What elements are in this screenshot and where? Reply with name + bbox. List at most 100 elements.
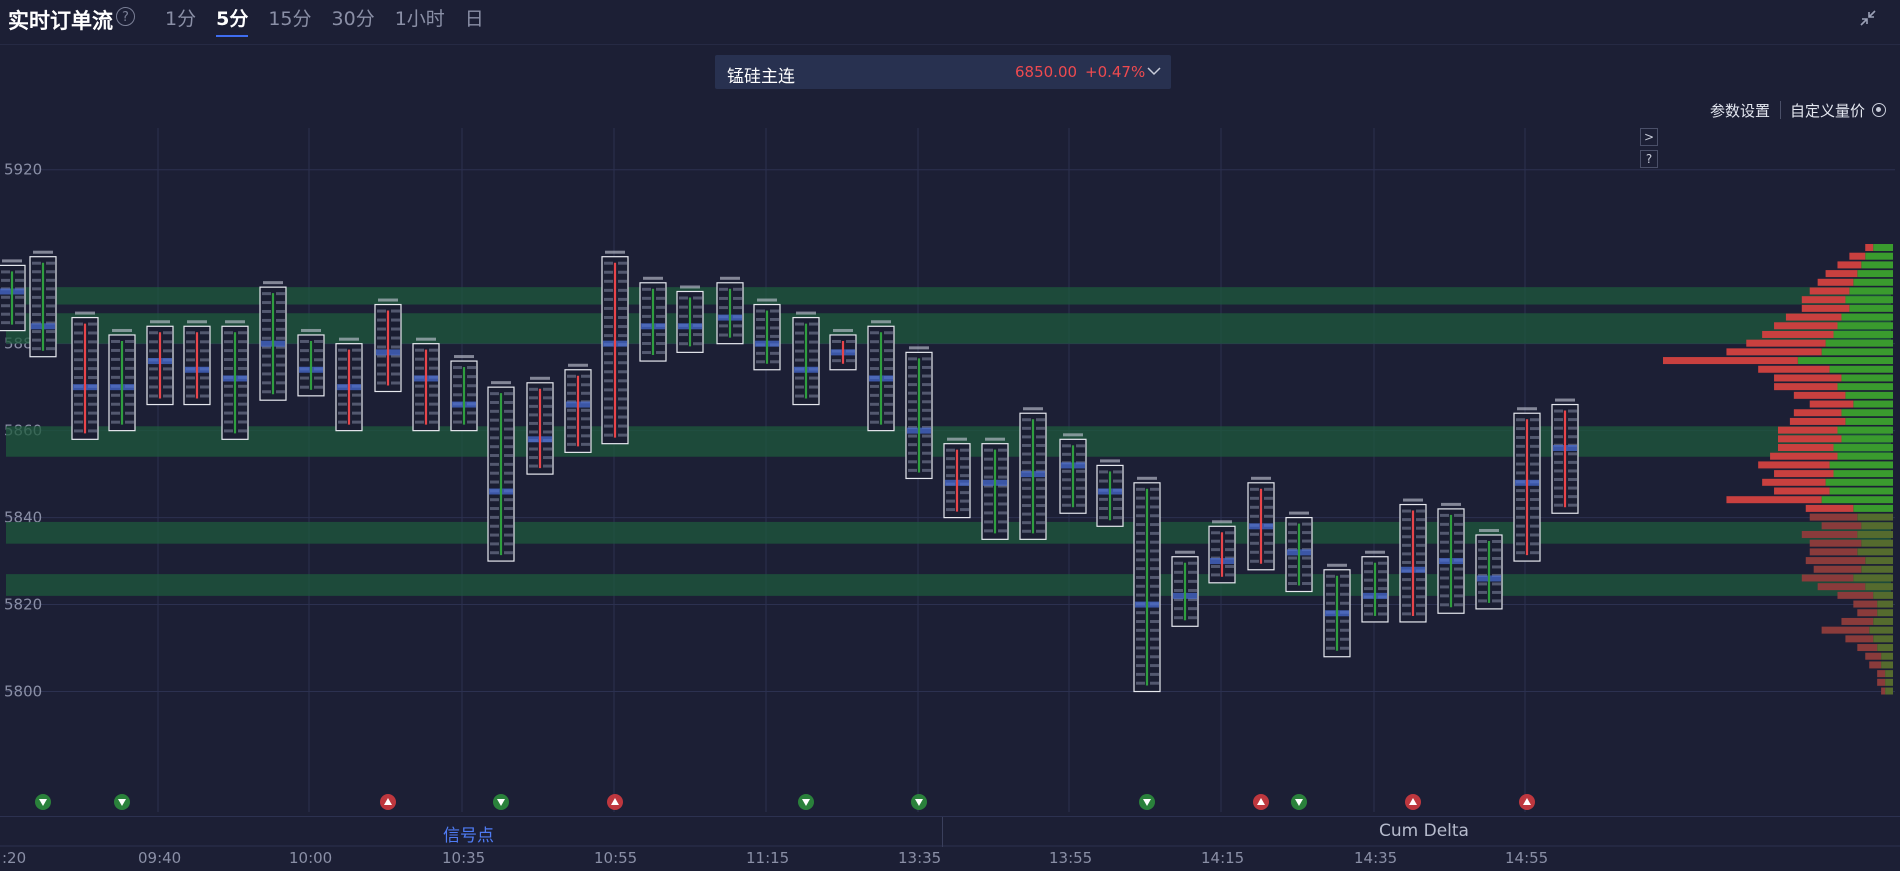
profile-buy-bar <box>1841 409 1893 417</box>
footprint-cell-ask <box>998 457 1007 461</box>
footprint-cell-bid <box>1402 612 1411 616</box>
footprint-cell-ask <box>46 278 55 282</box>
chart-help-button[interactable]: ? <box>1640 150 1658 168</box>
chevron-down-icon[interactable] <box>1147 66 1161 76</box>
footprint-cell-ask <box>163 385 172 389</box>
tab-30min[interactable]: 30分 <box>331 8 375 30</box>
tab-5min[interactable]: 5分 <box>216 4 249 37</box>
tab-cum-delta[interactable]: Cum Delta <box>1379 821 1469 841</box>
footprint-cell-ask <box>1150 487 1159 491</box>
footprint-cell-bid <box>1 278 10 282</box>
footprint-cell-bid <box>1136 646 1145 650</box>
profile-sell-bar <box>1770 452 1838 460</box>
profile-sell-bar <box>1762 330 1834 338</box>
header-divider <box>0 44 1900 45</box>
footprint-cell-ask <box>1340 583 1349 587</box>
footprint-cell-bid <box>74 411 83 415</box>
symbol-price: 6850.00 <box>1015 63 1078 81</box>
profile-sell-bar <box>1869 661 1882 669</box>
footprint-cell-bid <box>908 374 917 378</box>
footprint-cell-ask <box>1188 598 1197 602</box>
footprint-cell-bid <box>567 417 576 421</box>
footprint-cell-bid <box>186 385 195 389</box>
collapse-icon[interactable] <box>1858 8 1878 28</box>
footprint-cell-ask <box>1036 443 1045 447</box>
footprint-cell-ask <box>1036 521 1045 525</box>
footprint-cell-ask <box>1568 418 1577 422</box>
footprint-cell-bid <box>1174 598 1183 602</box>
footprint-cell-bid <box>32 338 41 342</box>
footprint-cell-bid <box>679 342 688 346</box>
footprint-cell-ask <box>238 411 247 415</box>
profile-sell-bar <box>1825 270 1858 278</box>
footprint-cell-bid <box>1554 469 1563 473</box>
footprint-cell-bid <box>415 402 424 406</box>
support-zone <box>6 287 1891 305</box>
footprint-cell-bid <box>1022 512 1031 516</box>
footprint-cell-bid <box>908 383 917 387</box>
help-icon[interactable]: ? <box>116 7 135 26</box>
profile-buy-bar <box>1797 357 1893 365</box>
footprint-cell-bid <box>795 358 804 362</box>
tab-day[interactable]: 日 <box>464 8 484 30</box>
expand-panel-button[interactable]: > <box>1640 128 1658 146</box>
tab-signals[interactable]: 信号点 <box>443 826 494 846</box>
arrow-down-icon <box>1143 799 1151 806</box>
footprint-bar <box>1247 476 1275 571</box>
footprint-header <box>1023 407 1043 411</box>
footprint-cell-bid <box>300 385 309 389</box>
footprint-cell-bid <box>642 341 651 345</box>
footprint-cell-ask <box>922 383 931 387</box>
footprint-cell-bid <box>224 340 233 344</box>
tab-1hour[interactable]: 1小时 <box>394 8 445 30</box>
support-zone <box>6 313 1891 344</box>
footprint-cell-bid <box>1402 552 1411 556</box>
footprint-cell-bid <box>415 357 424 361</box>
symbol-selector[interactable]: 锰硅主连 6850.00 +0.47% <box>715 55 1171 89</box>
footprint-cell-ask <box>693 342 702 346</box>
footprint-cell-ask <box>46 295 55 299</box>
arrow-up-icon <box>1523 798 1531 805</box>
profile-sell-bar <box>1881 687 1886 695</box>
profile-buy-bar <box>1821 348 1893 356</box>
footprint-cell-bid <box>224 358 233 362</box>
footprint-cell-ask <box>581 417 590 421</box>
footprint-header <box>1555 398 1575 402</box>
footprint-cell-bid <box>1440 513 1449 517</box>
footprint-cell-ask <box>1076 503 1085 507</box>
footprint-cell-bid <box>1326 619 1335 623</box>
footprint-cell-bid <box>1211 556 1220 560</box>
footprint-cell-ask <box>1416 578 1425 582</box>
profile-sell-bar <box>1801 574 1854 582</box>
footprint-header <box>1175 550 1195 554</box>
footprint-cell-bid <box>1099 479 1108 483</box>
tab-1min[interactable]: 1分 <box>165 8 197 30</box>
footprint-cell-bid <box>377 336 386 340</box>
settings-circle-icon[interactable] <box>1872 103 1886 117</box>
footprint-cell-bid <box>453 375 462 379</box>
footprint-cell-ask <box>429 384 438 388</box>
footprint-cell-ask <box>543 430 552 434</box>
profile-sell-bar <box>1805 504 1854 512</box>
custom-volume-price-link[interactable]: 自定义量价 <box>1790 102 1866 120</box>
footprint-cell-bid <box>946 474 955 478</box>
footprint-cell-ask <box>391 327 400 331</box>
footprint-cell-ask <box>1340 628 1349 632</box>
signal-marker <box>1519 794 1535 810</box>
footprint-cell-bid <box>1062 495 1071 499</box>
footprint-cell-ask <box>693 296 702 300</box>
footprint-cell-bid <box>984 475 993 479</box>
footprint-cell-ask <box>1492 582 1501 586</box>
params-settings-link[interactable]: 参数设置 <box>1710 102 1771 120</box>
footprint-cell-bid <box>1364 604 1373 608</box>
footprint-cell-ask <box>656 296 665 300</box>
footprint-cell-ask <box>1113 506 1122 510</box>
footprint-cell-bid <box>377 318 386 322</box>
profile-buy-bar <box>1849 304 1893 312</box>
tab-15min[interactable]: 15分 <box>268 8 312 30</box>
footprint-cell-bid <box>984 529 993 533</box>
footprint-cell-ask <box>276 336 285 340</box>
footprint-cell-ask <box>467 393 476 397</box>
footprint-cell-ask <box>1076 452 1085 456</box>
